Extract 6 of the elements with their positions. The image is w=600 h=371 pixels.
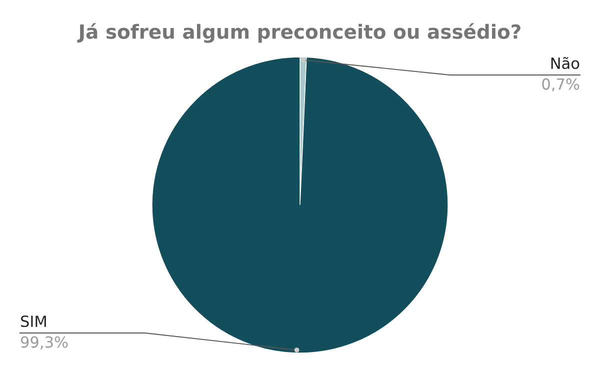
slice-label: Não	[551, 56, 580, 70]
chart-title: Já sofreu algum preconceito ou assédio?	[77, 23, 520, 43]
data-label: 0,7%	[542, 78, 580, 92]
data-label: 99,3%	[20, 336, 68, 350]
slice-label: SIM	[21, 315, 46, 328]
pie-slice	[152, 56, 448, 354]
